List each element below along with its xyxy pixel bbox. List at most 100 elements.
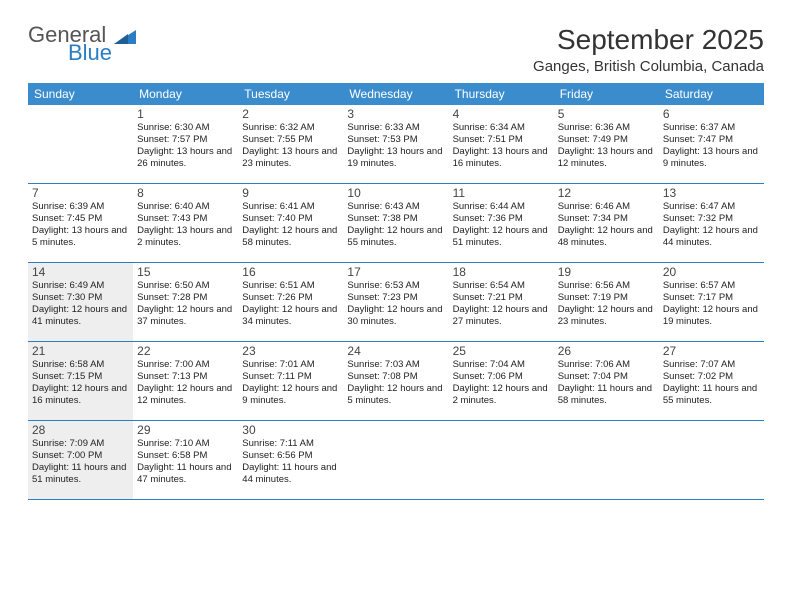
- calendar-cell: [28, 105, 133, 183]
- header: General Blue September 2025 Ganges, Brit…: [28, 24, 764, 75]
- day-number: 12: [558, 186, 655, 200]
- day-details: Sunrise: 7:10 AMSunset: 6:58 PMDaylight:…: [137, 438, 234, 486]
- day-number: 26: [558, 344, 655, 358]
- day-number: 29: [137, 423, 234, 437]
- calendar-cell: 15Sunrise: 6:50 AMSunset: 7:28 PMDayligh…: [133, 263, 238, 341]
- logo-text: General Blue: [28, 24, 112, 64]
- month-title: September 2025: [533, 24, 764, 56]
- calendar-cell: 13Sunrise: 6:47 AMSunset: 7:32 PMDayligh…: [659, 184, 764, 262]
- day-details: Sunrise: 6:32 AMSunset: 7:55 PMDaylight:…: [242, 122, 339, 170]
- day-details: Sunrise: 6:50 AMSunset: 7:28 PMDaylight:…: [137, 280, 234, 328]
- calendar-cell: 27Sunrise: 7:07 AMSunset: 7:02 PMDayligh…: [659, 342, 764, 420]
- day-number: 1: [137, 107, 234, 121]
- day-number: 6: [663, 107, 760, 121]
- day-number: 8: [137, 186, 234, 200]
- weekday-header: Sunday: [28, 83, 133, 105]
- day-details: Sunrise: 6:39 AMSunset: 7:45 PMDaylight:…: [32, 201, 129, 249]
- weekday-header: Saturday: [659, 83, 764, 105]
- calendar-row: 21Sunrise: 6:58 AMSunset: 7:15 PMDayligh…: [28, 342, 764, 421]
- day-number: 22: [137, 344, 234, 358]
- day-details: Sunrise: 6:56 AMSunset: 7:19 PMDaylight:…: [558, 280, 655, 328]
- calendar-cell: 7Sunrise: 6:39 AMSunset: 7:45 PMDaylight…: [28, 184, 133, 262]
- calendar-cell: 11Sunrise: 6:44 AMSunset: 7:36 PMDayligh…: [449, 184, 554, 262]
- day-details: Sunrise: 7:04 AMSunset: 7:06 PMDaylight:…: [453, 359, 550, 407]
- calendar-cell: 2Sunrise: 6:32 AMSunset: 7:55 PMDaylight…: [238, 105, 343, 183]
- day-details: Sunrise: 6:40 AMSunset: 7:43 PMDaylight:…: [137, 201, 234, 249]
- weekday-header: Wednesday: [343, 83, 448, 105]
- calendar-cell: 25Sunrise: 7:04 AMSunset: 7:06 PMDayligh…: [449, 342, 554, 420]
- day-number: 2: [242, 107, 339, 121]
- day-number: 9: [242, 186, 339, 200]
- day-number: 13: [663, 186, 760, 200]
- day-details: Sunrise: 6:33 AMSunset: 7:53 PMDaylight:…: [347, 122, 444, 170]
- calendar-cell: 18Sunrise: 6:54 AMSunset: 7:21 PMDayligh…: [449, 263, 554, 341]
- day-number: 7: [32, 186, 129, 200]
- day-details: Sunrise: 7:11 AMSunset: 6:56 PMDaylight:…: [242, 438, 339, 486]
- day-details: Sunrise: 6:57 AMSunset: 7:17 PMDaylight:…: [663, 280, 760, 328]
- title-block: September 2025 Ganges, British Columbia,…: [533, 24, 764, 75]
- day-number: 4: [453, 107, 550, 121]
- calendar-cell: 8Sunrise: 6:40 AMSunset: 7:43 PMDaylight…: [133, 184, 238, 262]
- day-details: Sunrise: 7:00 AMSunset: 7:13 PMDaylight:…: [137, 359, 234, 407]
- day-details: Sunrise: 7:09 AMSunset: 7:00 PMDaylight:…: [32, 438, 129, 486]
- calendar-cell: 24Sunrise: 7:03 AMSunset: 7:08 PMDayligh…: [343, 342, 448, 420]
- logo: General Blue: [28, 24, 136, 64]
- day-number: 18: [453, 265, 550, 279]
- day-number: 20: [663, 265, 760, 279]
- day-number: 23: [242, 344, 339, 358]
- day-details: Sunrise: 6:53 AMSunset: 7:23 PMDaylight:…: [347, 280, 444, 328]
- day-details: Sunrise: 6:58 AMSunset: 7:15 PMDaylight:…: [32, 359, 129, 407]
- day-number: 16: [242, 265, 339, 279]
- calendar-cell: [554, 421, 659, 499]
- day-number: 10: [347, 186, 444, 200]
- calendar-cell: 6Sunrise: 6:37 AMSunset: 7:47 PMDaylight…: [659, 105, 764, 183]
- calendar-cell: 3Sunrise: 6:33 AMSunset: 7:53 PMDaylight…: [343, 105, 448, 183]
- day-details: Sunrise: 6:36 AMSunset: 7:49 PMDaylight:…: [558, 122, 655, 170]
- calendar-cell: 17Sunrise: 6:53 AMSunset: 7:23 PMDayligh…: [343, 263, 448, 341]
- calendar-row: 28Sunrise: 7:09 AMSunset: 7:00 PMDayligh…: [28, 421, 764, 500]
- day-number: 19: [558, 265, 655, 279]
- logo-blue: Blue: [68, 42, 112, 64]
- day-details: Sunrise: 6:54 AMSunset: 7:21 PMDaylight:…: [453, 280, 550, 328]
- calendar-cell: [449, 421, 554, 499]
- calendar-row: 1Sunrise: 6:30 AMSunset: 7:57 PMDaylight…: [28, 105, 764, 184]
- day-details: Sunrise: 7:03 AMSunset: 7:08 PMDaylight:…: [347, 359, 444, 407]
- day-number: 17: [347, 265, 444, 279]
- day-details: Sunrise: 6:51 AMSunset: 7:26 PMDaylight:…: [242, 280, 339, 328]
- day-number: 5: [558, 107, 655, 121]
- calendar-body: 1Sunrise: 6:30 AMSunset: 7:57 PMDaylight…: [28, 105, 764, 500]
- calendar-cell: 30Sunrise: 7:11 AMSunset: 6:56 PMDayligh…: [238, 421, 343, 499]
- calendar-cell: 22Sunrise: 7:00 AMSunset: 7:13 PMDayligh…: [133, 342, 238, 420]
- day-details: Sunrise: 6:46 AMSunset: 7:34 PMDaylight:…: [558, 201, 655, 249]
- calendar-cell: 21Sunrise: 6:58 AMSunset: 7:15 PMDayligh…: [28, 342, 133, 420]
- logo-triangle-icon: [114, 26, 136, 44]
- calendar-cell: 5Sunrise: 6:36 AMSunset: 7:49 PMDaylight…: [554, 105, 659, 183]
- day-details: Sunrise: 6:44 AMSunset: 7:36 PMDaylight:…: [453, 201, 550, 249]
- weekday-header: Thursday: [449, 83, 554, 105]
- day-number: 27: [663, 344, 760, 358]
- calendar-cell: 10Sunrise: 6:43 AMSunset: 7:38 PMDayligh…: [343, 184, 448, 262]
- day-number: 15: [137, 265, 234, 279]
- calendar-cell: [659, 421, 764, 499]
- day-number: 14: [32, 265, 129, 279]
- calendar: Sunday Monday Tuesday Wednesday Thursday…: [28, 83, 764, 500]
- day-details: Sunrise: 7:06 AMSunset: 7:04 PMDaylight:…: [558, 359, 655, 407]
- calendar-cell: 12Sunrise: 6:46 AMSunset: 7:34 PMDayligh…: [554, 184, 659, 262]
- day-details: Sunrise: 6:41 AMSunset: 7:40 PMDaylight:…: [242, 201, 339, 249]
- calendar-cell: 9Sunrise: 6:41 AMSunset: 7:40 PMDaylight…: [238, 184, 343, 262]
- day-number: 25: [453, 344, 550, 358]
- calendar-cell: [343, 421, 448, 499]
- calendar-row: 14Sunrise: 6:49 AMSunset: 7:30 PMDayligh…: [28, 263, 764, 342]
- day-details: Sunrise: 6:47 AMSunset: 7:32 PMDaylight:…: [663, 201, 760, 249]
- day-number: 11: [453, 186, 550, 200]
- calendar-cell: 28Sunrise: 7:09 AMSunset: 7:00 PMDayligh…: [28, 421, 133, 499]
- day-details: Sunrise: 6:30 AMSunset: 7:57 PMDaylight:…: [137, 122, 234, 170]
- calendar-cell: 23Sunrise: 7:01 AMSunset: 7:11 PMDayligh…: [238, 342, 343, 420]
- day-details: Sunrise: 6:49 AMSunset: 7:30 PMDaylight:…: [32, 280, 129, 328]
- weekday-header: Tuesday: [238, 83, 343, 105]
- weekday-header: Monday: [133, 83, 238, 105]
- calendar-header-row: Sunday Monday Tuesday Wednesday Thursday…: [28, 83, 764, 105]
- calendar-cell: 19Sunrise: 6:56 AMSunset: 7:19 PMDayligh…: [554, 263, 659, 341]
- calendar-page: General Blue September 2025 Ganges, Brit…: [0, 0, 792, 524]
- day-details: Sunrise: 6:43 AMSunset: 7:38 PMDaylight:…: [347, 201, 444, 249]
